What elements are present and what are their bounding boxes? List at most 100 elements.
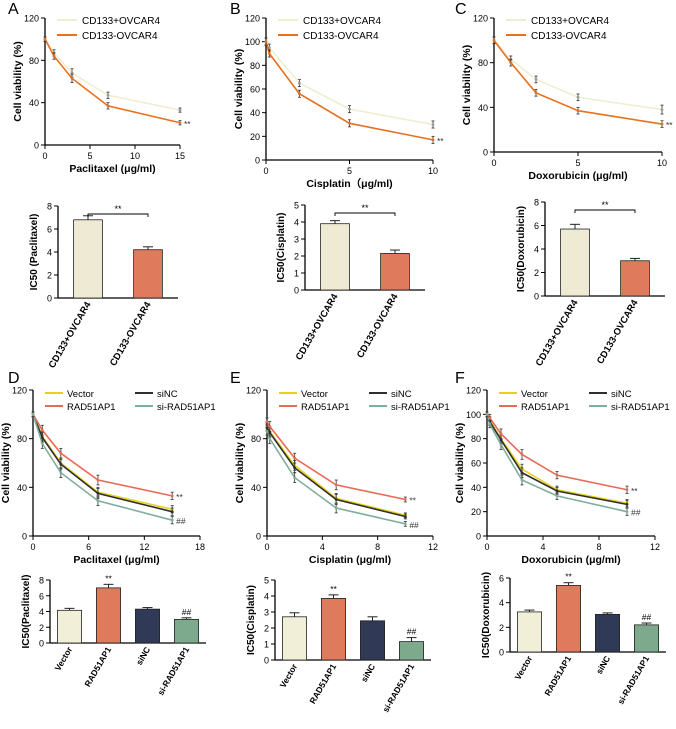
y-tick-label: 0	[255, 156, 260, 166]
category-label: RAD51AP1	[82, 645, 113, 689]
data-point	[334, 506, 338, 510]
x-tick-label: 8	[375, 542, 380, 552]
legend-label: RAD51AP1	[301, 402, 350, 413]
significance-mark: ##	[182, 607, 192, 617]
data-point	[40, 428, 44, 432]
y-tick-label: 0	[499, 648, 504, 658]
y-tick-label: 2	[294, 252, 299, 262]
data-point	[96, 499, 100, 503]
legend-label: si-RAD51AP1	[391, 402, 450, 413]
y-tick-label: 4	[47, 248, 52, 258]
y-tick-label: 0	[47, 294, 52, 304]
data-point	[492, 38, 496, 42]
legend-label: Vector	[67, 389, 94, 400]
data-point	[96, 492, 100, 495]
data-point	[264, 40, 268, 44]
legend-label: Vector	[301, 389, 328, 400]
line-chart-E: 0 40 80 120 0 4 8 12 Cisplatin (μg/ml) Cell viabi…	[234, 386, 450, 567]
data-point	[555, 473, 559, 477]
significance-mark: ##	[407, 627, 417, 637]
data-point	[178, 108, 182, 112]
data-point	[555, 494, 559, 498]
category-label: si-RAD51AP1	[615, 654, 651, 706]
y-tick-label: 80	[17, 434, 27, 444]
y-tick-label: 40	[17, 483, 27, 493]
x-axis-label: Doxorubicin (μg/ml)	[521, 554, 620, 566]
significance-mark: ##	[176, 516, 186, 526]
y-tick-label: 0	[483, 148, 488, 158]
data-point	[660, 122, 664, 126]
x-tick-label: 4	[320, 542, 325, 552]
x-tick-label: 10	[657, 158, 667, 168]
x-axis-label: Paclitaxel (μg/ml)	[69, 163, 155, 175]
y-tick-label: 1	[264, 640, 269, 650]
y-tick-label: 80	[478, 58, 488, 68]
panel-label-E: E	[230, 370, 241, 387]
data-point	[170, 518, 174, 522]
significance-bracket	[574, 209, 636, 213]
data-point	[43, 37, 47, 41]
data-point	[576, 95, 580, 99]
data-point	[625, 502, 629, 506]
data-point	[293, 466, 297, 470]
y-tick-label: 6	[39, 591, 44, 601]
x-tick-label: 10	[428, 166, 438, 176]
x-axis-label: Cisplatin（μg/ml)	[306, 177, 392, 190]
data-point	[298, 81, 301, 85]
bar-Vector	[282, 616, 307, 661]
data-point	[268, 437, 272, 441]
category-label: siNC	[594, 654, 612, 676]
bar-siNC	[595, 613, 620, 653]
data-point	[348, 121, 351, 125]
y-tick-label: 6	[47, 225, 52, 235]
y-axis-label: IC50(Paclitaxel)	[21, 575, 32, 649]
y-tick-label: 8	[39, 576, 44, 586]
series-line-si-RAD51AP1	[486, 414, 628, 513]
legend-label: CD133+OVCAR4	[531, 16, 610, 27]
data-point	[499, 443, 503, 447]
bar-CD133-OVCAR4	[380, 253, 410, 291]
significance-mark: ##	[409, 520, 419, 530]
legend-label: RAD51AP1	[521, 402, 570, 413]
bar-Vector	[57, 609, 82, 644]
bar-Vector	[517, 611, 542, 653]
y-axis-label: Cell viability (%)	[234, 423, 246, 504]
x-tick-label: 18	[195, 542, 205, 552]
line-chart-A: 0 40 80 120 0 5 10 15 Paclitaxel (μg/ml) Cell via…	[12, 14, 191, 176]
x-tick-label: 4	[540, 542, 545, 552]
data-point	[534, 78, 538, 81]
data-point	[403, 498, 407, 501]
y-tick-label: 2	[499, 623, 504, 633]
y-axis-label: Cell viability (%)	[454, 423, 466, 504]
y-tick-label: 80	[250, 61, 260, 71]
data-point	[268, 431, 272, 434]
significance-mark: **	[176, 492, 183, 502]
data-point	[576, 109, 580, 113]
y-tick-label: 80	[471, 434, 481, 444]
category-label: siNC	[134, 645, 152, 667]
significance-mark: **	[666, 120, 673, 130]
bar-siNC	[360, 620, 385, 661]
y-tick-label: 2	[534, 268, 539, 278]
y-tick-label: 3	[264, 608, 269, 618]
data-point	[625, 488, 629, 492]
bar-chart-D: 0 2 4 6 8 IC50(Paclitaxel) Vector RAD51AP1 siNC s…	[21, 573, 206, 697]
y-tick-label: 8	[534, 198, 539, 208]
y-axis-label: IC50(Cisplatin)	[246, 585, 257, 655]
y-tick-label: 4	[39, 607, 44, 617]
bar-si-RAD51AP1	[634, 624, 659, 653]
data-point	[265, 420, 269, 424]
y-tick-label: 40	[29, 98, 39, 108]
y-tick-label: 0	[22, 532, 27, 542]
data-point	[106, 93, 110, 97]
y-tick-label: 40	[251, 483, 261, 493]
data-point	[348, 107, 351, 111]
x-tick-label: 0	[30, 542, 35, 552]
y-axis-label: IC50(Doxorubicin)	[481, 572, 492, 658]
category-label: CD133+OVCAR4	[294, 291, 341, 362]
y-tick-label: 80	[29, 56, 39, 66]
x-tick-label: 5	[87, 151, 92, 161]
y-tick-label: 120	[245, 14, 260, 24]
data-point	[59, 462, 63, 466]
